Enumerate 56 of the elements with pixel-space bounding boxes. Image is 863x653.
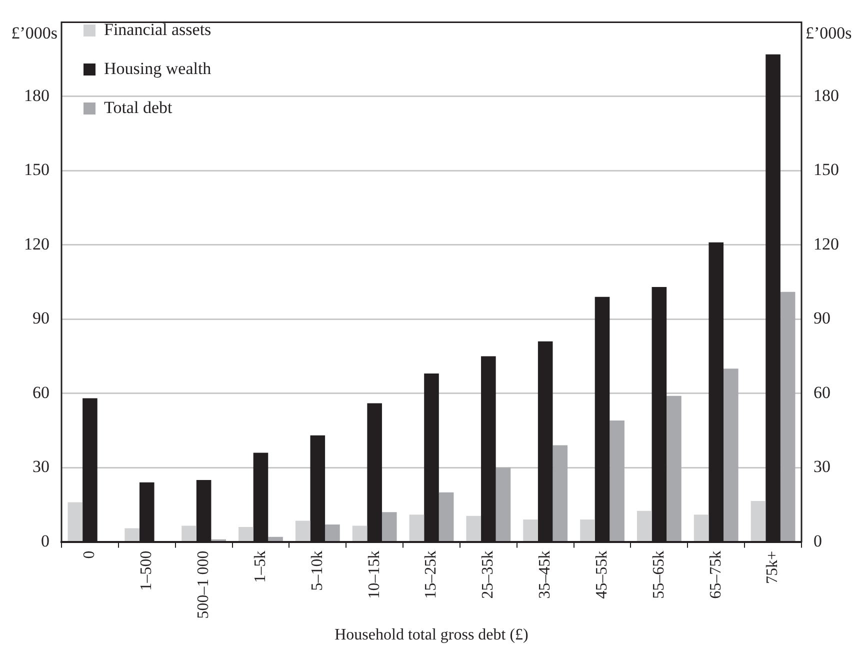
x-tick-label: 35–45k <box>536 550 554 599</box>
legend-label: Housing wealth <box>104 58 212 78</box>
bar <box>268 536 283 542</box>
y-axis-title: £’000s <box>11 24 58 43</box>
x-tick-label: 15–25k <box>422 550 440 599</box>
y2-tick-label: 30 <box>814 457 830 476</box>
bar <box>496 468 511 542</box>
bar <box>610 420 624 542</box>
y2-tick-label: 60 <box>814 382 830 402</box>
x-axis-title: Household total gross debt (£) <box>334 626 528 644</box>
bar <box>409 514 424 542</box>
bar <box>523 520 538 542</box>
bar <box>124 528 140 542</box>
bar <box>238 526 254 542</box>
x-tick-label: 45–55k <box>593 550 610 599</box>
x-tick-label: 65–75k <box>707 550 724 599</box>
legend-label: Financial assets <box>104 20 212 39</box>
x-tick-label: 500–1 000 <box>195 550 212 619</box>
bar <box>666 396 682 542</box>
y2-axis-title: £’000s <box>806 24 852 43</box>
y2-tick-label: 120 <box>814 234 839 254</box>
y2-tick-label: 150 <box>814 160 839 180</box>
y2-tick-label: 90 <box>814 308 830 328</box>
y-tick-label: 60 <box>32 382 50 402</box>
bar <box>352 526 368 542</box>
x-tick-label: 1–500 <box>138 550 156 591</box>
bar <box>724 368 738 542</box>
bar <box>466 516 482 542</box>
bar <box>438 492 454 542</box>
bar <box>382 512 397 542</box>
legend-label: Total debt <box>104 98 172 117</box>
x-tick-label: 1–5k <box>252 550 269 583</box>
bar <box>750 500 766 542</box>
bar <box>182 526 196 542</box>
bar <box>694 514 709 542</box>
bar <box>552 445 568 542</box>
x-tick-label: 10–15k <box>366 550 383 599</box>
y-tick-label: 180 <box>24 86 50 105</box>
y-tick-label: 150 <box>24 160 50 180</box>
bar <box>636 510 652 542</box>
bar <box>295 520 310 542</box>
bar <box>780 292 796 542</box>
x-tick-label: 75k+ <box>764 550 782 584</box>
x-tick-label: 0 <box>81 550 98 559</box>
y2-tick-label: 0 <box>814 531 822 550</box>
x-tick-label: 25–35k <box>480 550 497 599</box>
y-tick-label: 0 <box>41 531 50 550</box>
bar <box>325 524 340 542</box>
y-tick-label: 90 <box>32 308 50 328</box>
bar <box>580 520 595 542</box>
x-tick-label: 55–65k <box>650 550 668 599</box>
y2-tick-label: 180 <box>814 86 839 105</box>
y-tick-label: 120 <box>24 234 50 254</box>
x-tick-label: 5–10k <box>308 550 326 591</box>
bar <box>68 502 83 542</box>
y-tick-label: 30 <box>32 457 50 476</box>
